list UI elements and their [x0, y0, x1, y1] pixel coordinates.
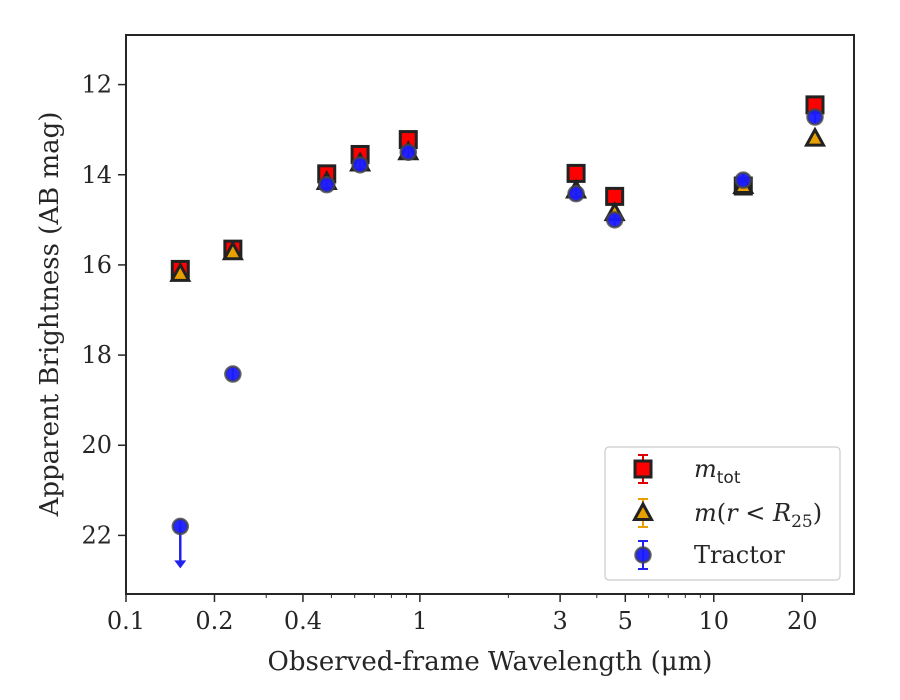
legend-label-main: m: [694, 499, 717, 527]
legend-label-paren: ): [813, 499, 822, 527]
ticks-layer: 0.1 0.2 0.4 1 3 5 10 20 12 14 16 18 20 22: [81, 71, 817, 635]
legend-label-sub: tot: [717, 468, 741, 488]
data-point: [317, 175, 336, 194]
x-axis-label: Observed-frame Wavelength (μm): [268, 647, 713, 677]
data-point: [605, 211, 624, 229]
data-point: [221, 240, 244, 261]
x-tick-label: 20: [787, 607, 818, 635]
x-tick-label: 1: [412, 607, 427, 635]
legend-label: mtot: [694, 455, 741, 488]
data-layer: [169, 95, 827, 569]
legend-label-main: m: [694, 455, 717, 483]
plot-frame: [125, 34, 855, 595]
legend-label-sub: 25: [791, 512, 813, 532]
legend-label-var: R: [772, 499, 791, 527]
legend-label-main: Tractor: [694, 541, 785, 569]
legend-label: m(r < R25): [694, 499, 822, 532]
y-tick-label: 16: [81, 251, 112, 279]
data-point: [806, 108, 824, 126]
series-square: [170, 95, 825, 279]
legend-marker: [633, 459, 653, 479]
legend-label: Tractor: [694, 541, 785, 569]
y-tick-label: 12: [81, 71, 112, 99]
x-tick-label: 0.4: [284, 607, 322, 635]
series-circle: [171, 108, 824, 569]
y-tick-label: 22: [81, 521, 112, 549]
legend-label-paren: (: [717, 499, 726, 527]
x-tick-label: 5: [618, 607, 633, 635]
x-tick-label: 3: [552, 607, 567, 635]
y-tick-label: 14: [81, 161, 112, 189]
legend-label-op: <: [738, 499, 773, 527]
y-tick-label: 20: [81, 431, 112, 459]
upper-limit-arrowhead: [174, 560, 187, 569]
data-point: [803, 126, 827, 147]
x-tick-label: 0.1: [107, 607, 145, 635]
x-tick-label: 10: [699, 607, 730, 635]
data-point: [224, 365, 242, 383]
data-point: [351, 156, 369, 174]
legend-label-var: r: [726, 499, 739, 527]
data-point: [399, 143, 418, 161]
data-point: [169, 261, 192, 282]
x-tick-label: 0.2: [195, 607, 233, 635]
legend-marker: [634, 546, 652, 564]
data-point: [734, 171, 753, 189]
y-tick-label: 18: [81, 341, 112, 369]
data-point: [171, 517, 190, 536]
legend-frame: [604, 446, 841, 581]
legend-marker: [631, 500, 655, 521]
y-axis-label: Apparent Brightness (AB mag): [35, 112, 65, 518]
series-triangle: [169, 126, 827, 282]
data-point: [567, 184, 585, 203]
